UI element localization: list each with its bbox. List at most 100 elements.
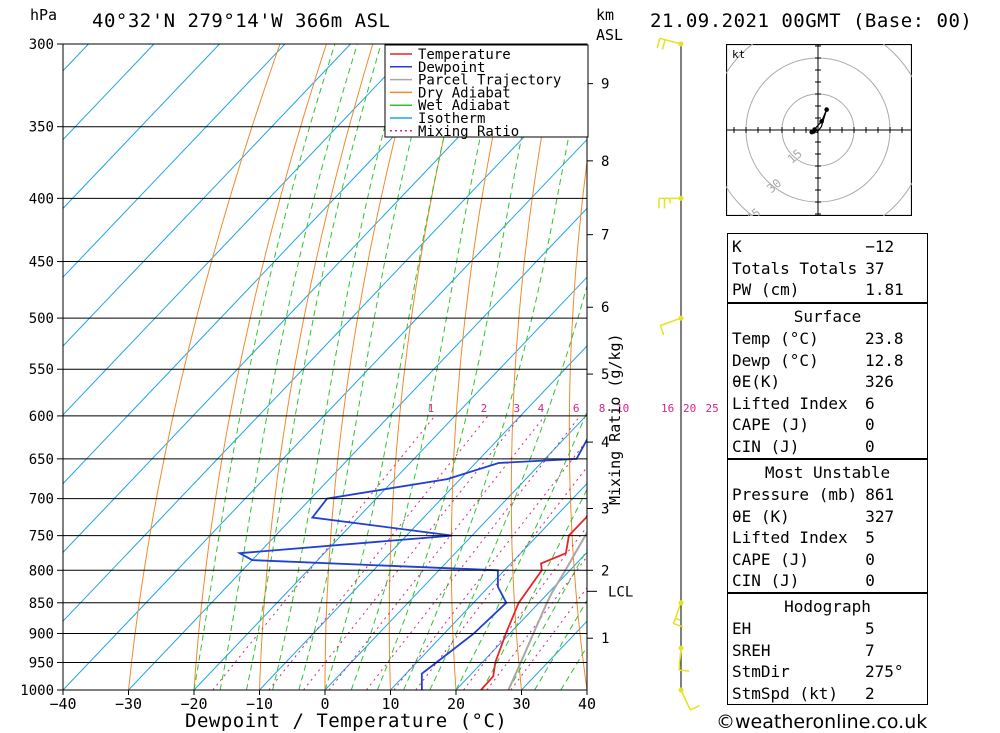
wet-adiabat-line — [376, 44, 541, 690]
dry-adiabat-line — [259, 44, 374, 690]
pressure-tick-label: 550 — [29, 362, 54, 378]
index-label: PW (cm) — [732, 280, 800, 300]
legend-entry: Dewpoint — [418, 60, 485, 76]
height-tick-label: 4 — [601, 435, 609, 451]
pressure-tick-label: 800 — [29, 563, 54, 579]
index-row: θE(K) 326 — [728, 371, 927, 393]
index-value: 0 — [865, 436, 875, 456]
index-row: Pressure (mb) 861 — [728, 484, 927, 506]
mixing-ratio-label: 8 — [599, 402, 606, 415]
index-value: −12 — [865, 237, 895, 257]
height-tick-label: 3 — [601, 501, 609, 517]
wet-adiabat-line — [350, 44, 502, 690]
index-label: CIN (J) — [732, 571, 800, 591]
surface-title: Surface — [793, 307, 862, 326]
isotherm-line — [193, 276, 587, 690]
wind-barb-feather — [673, 622, 684, 628]
hodograph-unit: kt — [732, 48, 745, 61]
copyright-footer: ©weatheronline.co.uk — [716, 711, 928, 733]
x-axis-title: Dewpoint / Temperature (°C) — [185, 710, 508, 732]
plot-frame — [62, 43, 588, 691]
index-label: Pressure (mb) — [732, 485, 858, 505]
wind-barb-shaft — [659, 37, 682, 45]
index-row: CIN (J) 0 — [728, 570, 927, 592]
station-location: 40°32'N 279°14'W 366m ASL — [92, 10, 391, 32]
wet-adiabat-line — [455, 410, 587, 690]
index-row: Lifted Index 5 — [728, 527, 927, 549]
mixing-ratio-label: 16 — [661, 402, 674, 415]
surface-indices-box: Surface Temp (°C) 23.8 Dewp (°C) 12.8 θE(K) 3… — [727, 303, 928, 459]
dry-adiabat-line — [450, 44, 513, 690]
temperature-tick-label: 20 — [447, 695, 465, 713]
isotherm-line — [0, 44, 23, 690]
wind-barb-feather — [659, 325, 665, 336]
wind-barb-dot — [678, 687, 684, 693]
index-row: CAPE (J) 0 — [728, 549, 927, 571]
wind-barb-shaft — [672, 602, 682, 624]
temperature-tick-label: 10 — [381, 695, 399, 713]
height-tick-label: 5 — [601, 367, 609, 383]
mixing-ratio-label: 20 — [683, 402, 696, 415]
temperature-line — [480, 514, 587, 690]
index-row: K −12 — [728, 236, 927, 258]
index-label: Totals Totals — [732, 258, 858, 278]
mixing-ratio-label: 1 — [428, 402, 435, 415]
index-row: Dewp (°C) 12.8 — [728, 350, 927, 372]
temperature-tick-label: −20 — [180, 695, 207, 713]
index-row: StmDir 275° — [728, 661, 927, 683]
pressure-tick-label: 750 — [29, 529, 54, 545]
index-value: 0 — [865, 549, 875, 569]
pressure-tick-label: 1000 — [20, 683, 54, 699]
isotherm-line — [324, 414, 587, 690]
index-label: θE(K) — [732, 372, 781, 392]
legend-box — [384, 44, 589, 138]
index-label: StmDir — [732, 662, 790, 682]
isotherm-line — [63, 44, 417, 416]
index-value: 37 — [865, 258, 885, 278]
wind-barb-dot — [678, 195, 684, 201]
index-value: 6 — [865, 393, 875, 413]
lcl-label: LCL — [608, 584, 633, 600]
temperature-tick-label: −30 — [115, 695, 142, 713]
temperature-tick-label: 0 — [320, 695, 329, 713]
index-label: θE (K) — [732, 506, 790, 526]
isotherm-line — [63, 70, 587, 622]
index-row: Lifted Index 6 — [728, 393, 927, 415]
mixing-ratio-axis-title: Mixing Ratio (g/kg) — [606, 333, 624, 505]
index-label: K — [732, 237, 742, 257]
wind-barb-half-feather — [675, 617, 681, 621]
hodograph-point — [819, 119, 824, 124]
hodograph-title: Hodograph — [784, 597, 871, 616]
index-row: SREH 7 — [728, 640, 927, 662]
index-row: θE (K) 327 — [728, 506, 927, 528]
wind-barb-feather — [661, 39, 666, 50]
index-row: CIN (J) 0 — [728, 436, 927, 458]
isotherm-line — [63, 44, 351, 347]
index-label: Lifted Index — [732, 528, 848, 548]
mixing-ratio-labels: 1 2 3 4 6 8 10 16 20 25 — [428, 402, 719, 415]
wet-adiabat-line — [560, 645, 587, 690]
pressure-tick-label: 650 — [29, 452, 54, 468]
wind-barb-dot — [678, 645, 684, 651]
wet-adiabat-line — [219, 44, 358, 690]
height-tick-label: 9 — [601, 77, 609, 93]
mixing-ratio-line — [366, 415, 581, 690]
index-label: StmSpd (kt) — [732, 683, 838, 703]
index-value: 327 — [865, 506, 895, 526]
mixing-ratio-label: 4 — [538, 402, 545, 415]
pressure-tick-label: 600 — [29, 409, 54, 425]
height-axis-asl: ASL — [596, 26, 624, 44]
isotherm-line — [128, 207, 587, 690]
index-label: Dewp (°C) — [732, 350, 819, 370]
hodograph-point — [824, 107, 829, 112]
parcel-trajectory-line — [507, 530, 587, 690]
index-value: 23.8 — [865, 329, 904, 349]
skew-t-chart: 1 2 3 4 6 8 10 16 20 25 3003504004505005506006507… — [0, 37, 719, 713]
dry-adiabat-line — [128, 44, 281, 690]
wind-barb-feather — [679, 669, 690, 672]
index-value: 12.8 — [865, 350, 904, 370]
isotherm-line — [63, 44, 220, 210]
index-row: PW (cm) 1.81 — [728, 279, 927, 301]
isotherm-line — [63, 44, 286, 278]
